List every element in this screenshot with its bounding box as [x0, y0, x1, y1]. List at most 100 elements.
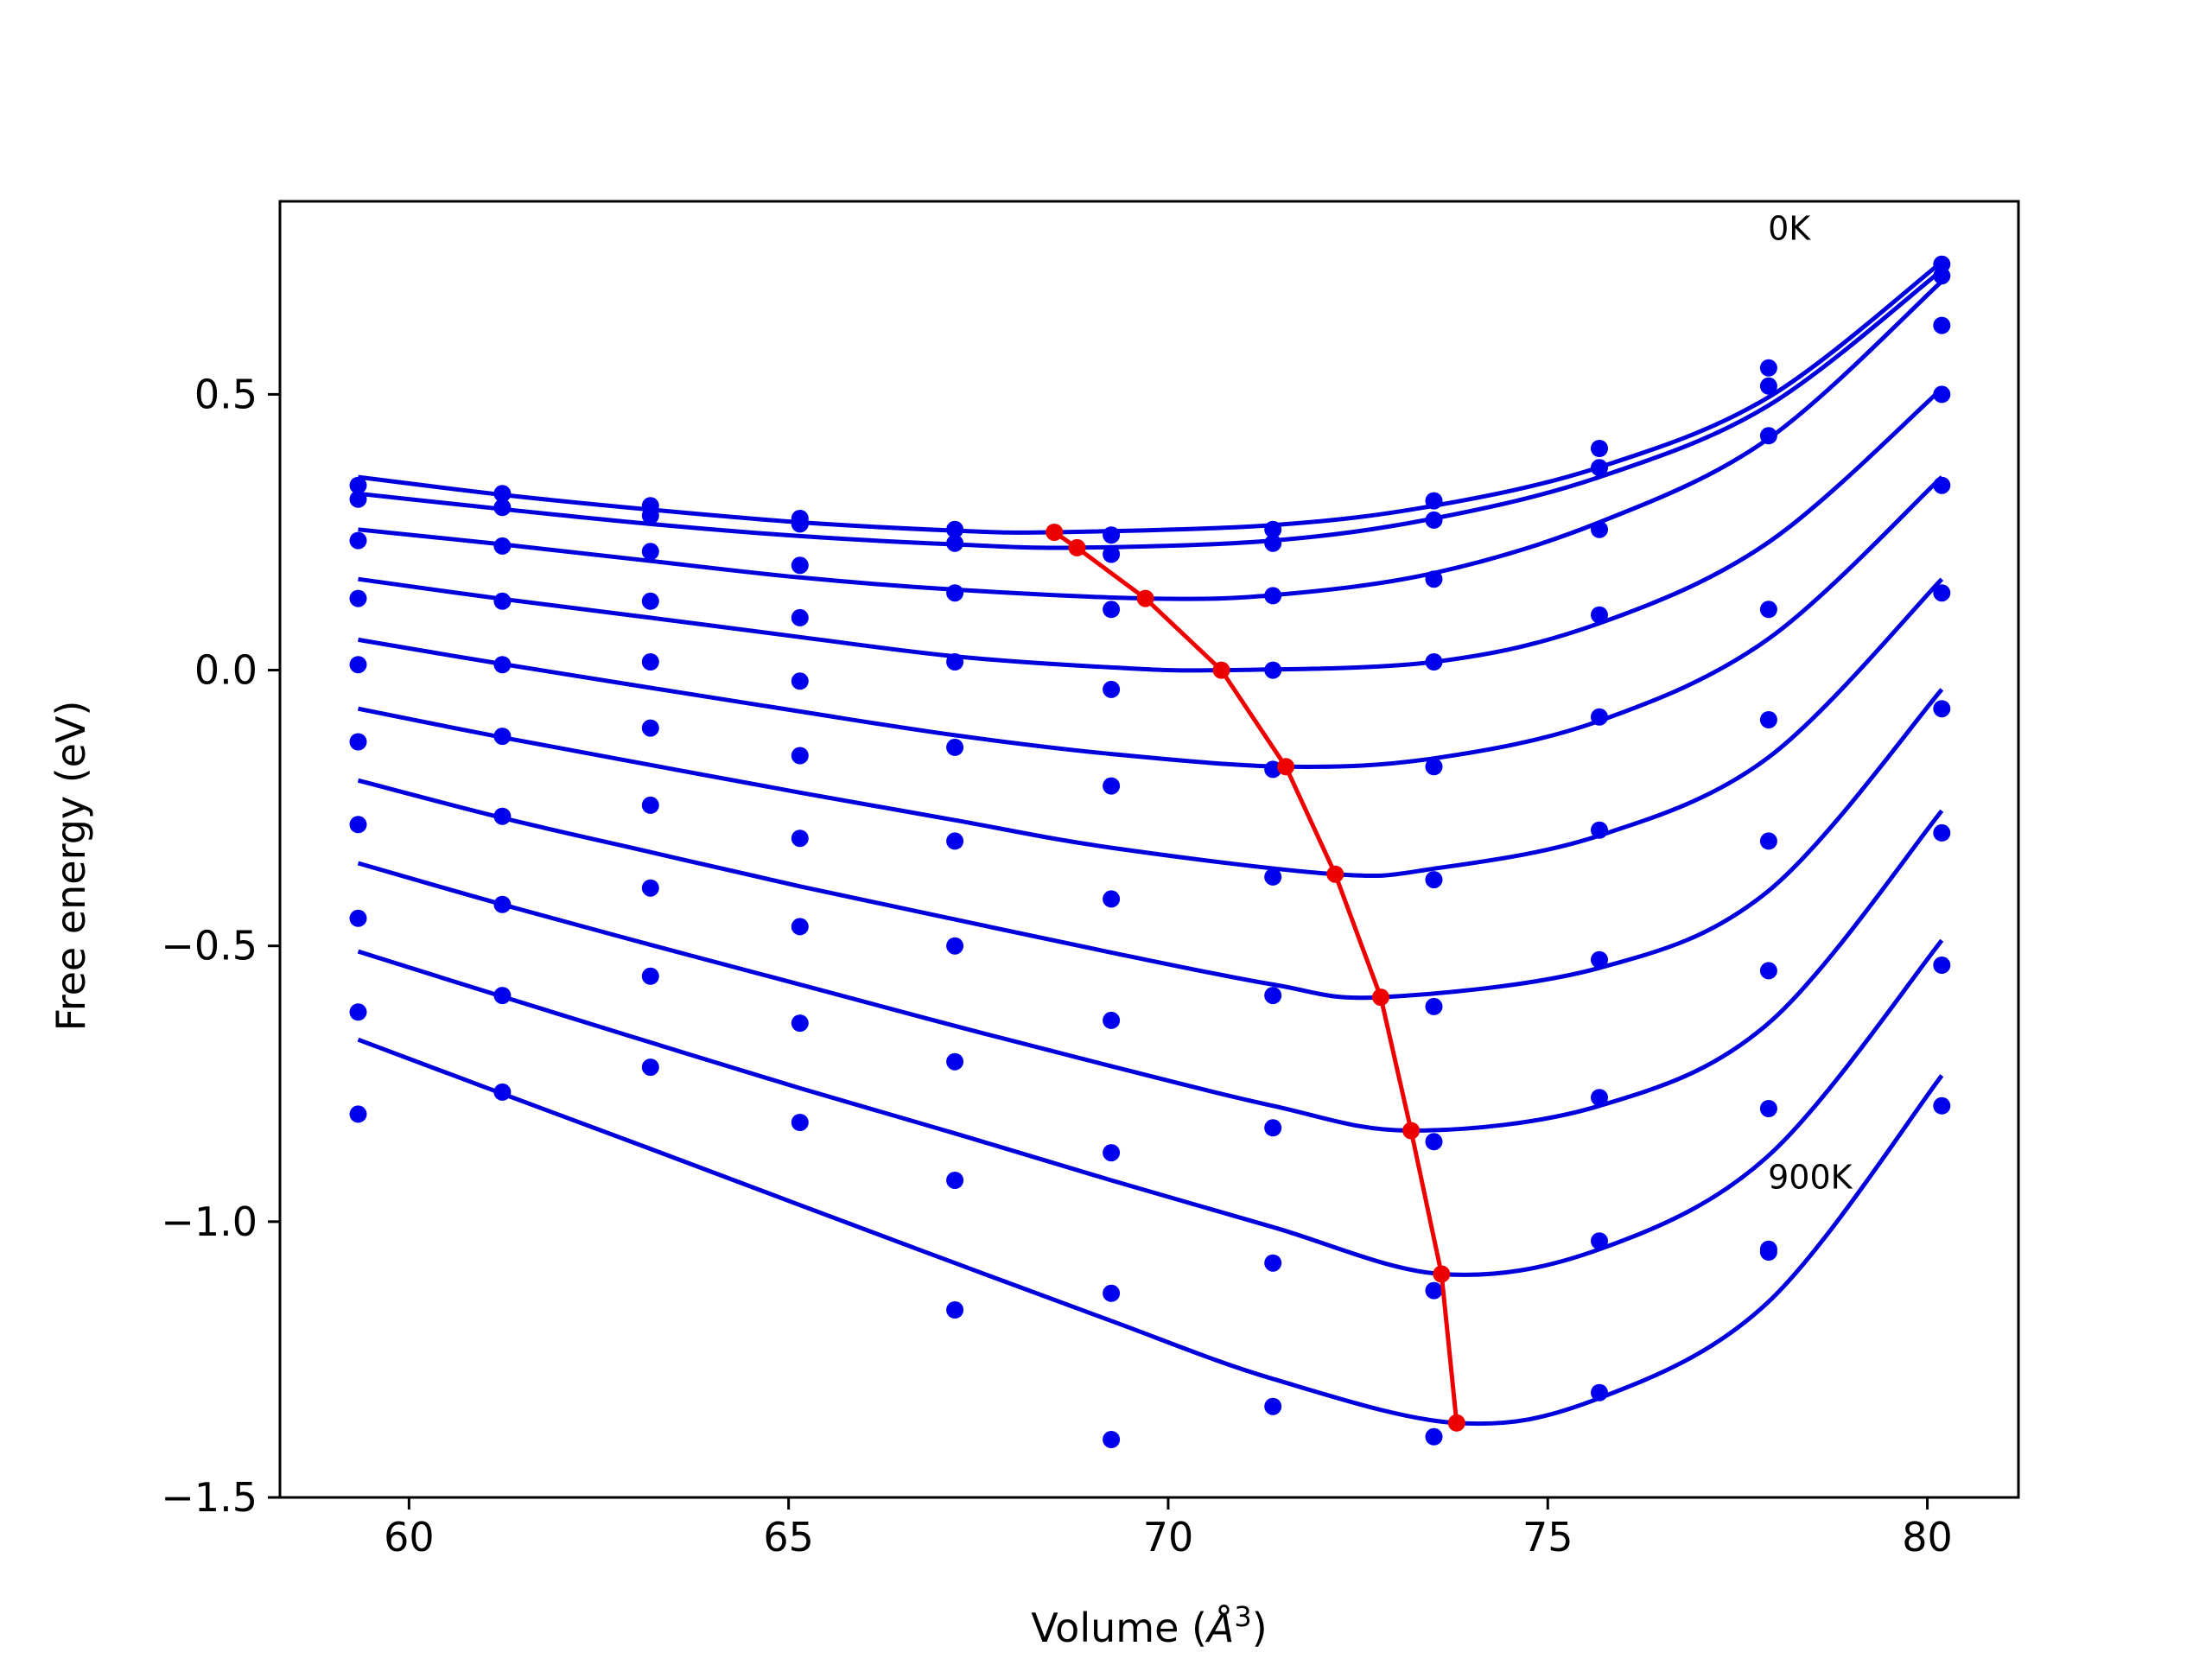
data-point-s7-0 — [349, 909, 367, 927]
data-point-s0-9 — [1759, 359, 1777, 377]
minimum-path-point-8 — [1433, 1265, 1451, 1283]
data-point-s2-1 — [493, 537, 512, 555]
data-point-s9-10 — [1933, 1096, 1951, 1115]
data-point-s2-5 — [1103, 601, 1121, 619]
data-point-s1-9 — [1759, 377, 1777, 395]
data-point-s8-1 — [493, 987, 512, 1005]
data-point-s8-5 — [1103, 1284, 1121, 1302]
data-point-s9-7 — [1425, 1427, 1443, 1446]
x-tick-label-0: 60 — [384, 1514, 435, 1560]
data-point-s0-7 — [1425, 492, 1443, 510]
data-point-s4-5 — [1103, 777, 1121, 795]
axes: 60 65 70 75 80 0.5 0.0 −0.5 −1.0 −1.5 — [161, 200, 2020, 1560]
data-point-s1-5 — [1103, 545, 1121, 563]
data-point-s2-0 — [349, 531, 367, 550]
plot-frame — [278, 200, 2020, 1499]
data-point-s1-1 — [493, 499, 512, 517]
data-point-s2-3 — [791, 556, 809, 575]
minimum-path-point-9 — [1447, 1414, 1465, 1432]
minimum-path-point-5 — [1326, 865, 1344, 883]
data-point-s0-8 — [1591, 440, 1608, 457]
y-axis-label: Free energy (eV) — [48, 701, 94, 1032]
data-point-s0-4 — [946, 520, 964, 538]
y-tick-label-3: −1.0 — [161, 1198, 257, 1245]
data-point-s2-2 — [641, 543, 659, 561]
data-point-s5-9 — [1759, 832, 1777, 850]
data-point-s4-3 — [791, 672, 809, 690]
data-point-s3-2 — [641, 592, 659, 610]
data-point-s8-3 — [791, 1014, 809, 1033]
data-point-s0-1 — [493, 485, 512, 503]
data-point-s2-6 — [1264, 587, 1282, 605]
data-point-s5-1 — [493, 728, 512, 746]
minimum-path-line — [1052, 530, 1459, 1424]
x-tick-label-2: 70 — [1143, 1514, 1194, 1560]
fit-curve-9 — [357, 1037, 1944, 1427]
data-point-s3-4 — [946, 653, 964, 671]
y-tick-label-0: 0.5 — [194, 371, 257, 417]
fit-curve-7 — [357, 809, 1944, 1134]
data-point-s1-6 — [1264, 534, 1282, 552]
data-point-s7-5 — [1103, 1144, 1121, 1162]
data-point-s8-10 — [1933, 957, 1951, 974]
data-point-s7-3 — [791, 918, 809, 936]
minimum-path-point-4 — [1277, 758, 1295, 776]
minimum-path-point-6 — [1372, 988, 1389, 1007]
data-point-s7-9 — [1759, 1100, 1777, 1117]
data-point-s4-1 — [493, 656, 512, 674]
data-point-s6-4 — [946, 937, 964, 955]
data-point-s1-4 — [946, 534, 964, 552]
plot-content: 0K 900K — [349, 210, 1951, 1448]
annotation-label-0: 0K — [1768, 210, 1811, 248]
data-point-s7-7 — [1425, 1133, 1443, 1151]
data-point-s6-6 — [1264, 987, 1282, 1005]
data-point-s6-8 — [1591, 950, 1608, 969]
data-point-s9-1 — [493, 1083, 512, 1101]
fit-curve-0 — [358, 260, 1943, 535]
fit-curve-3 — [358, 387, 1943, 673]
data-point-s1-0 — [349, 490, 367, 508]
data-point-s5-8 — [1591, 821, 1608, 839]
data-point-s1-8 — [1591, 459, 1608, 477]
data-point-s5-0 — [349, 733, 367, 751]
data-point-s4-9 — [1759, 711, 1777, 728]
data-point-s5-7 — [1425, 871, 1443, 889]
data-point-s7-4 — [946, 1052, 964, 1071]
data-point-s8-8 — [1591, 1232, 1608, 1250]
data-point-s9-9 — [1759, 1240, 1777, 1258]
data-point-s9-0 — [349, 1105, 367, 1123]
data-point-s2-8 — [1591, 520, 1608, 538]
data-point-s2-4 — [946, 584, 964, 602]
data-point-s9-3 — [791, 1114, 809, 1131]
data-point-s5-2 — [641, 719, 659, 737]
data-point-s6-1 — [493, 807, 512, 825]
fit-curve-5 — [358, 577, 1944, 879]
data-point-s8-7 — [1425, 1281, 1443, 1300]
data-point-s1-7 — [1425, 511, 1443, 529]
x-tick-label-4: 80 — [1902, 1514, 1953, 1560]
x-tick-label-3: 75 — [1522, 1514, 1573, 1560]
data-point-s3-0 — [349, 589, 367, 607]
data-point-s3-8 — [1591, 606, 1608, 624]
fit-curve-2 — [358, 279, 1943, 601]
data-point-s4-8 — [1591, 708, 1608, 726]
x-axis-label: Volume (Å3) — [1031, 1600, 1267, 1651]
data-point-s8-2 — [641, 967, 659, 985]
data-point-s6-10 — [1933, 700, 1951, 718]
data-point-s8-4 — [946, 1172, 964, 1189]
data-point-s6-5 — [1103, 1011, 1121, 1029]
data-point-s6-7 — [1425, 997, 1443, 1015]
data-point-s5-3 — [791, 747, 809, 765]
data-point-s3-9 — [1759, 601, 1777, 619]
data-point-s7-6 — [1264, 1119, 1282, 1137]
data-point-s7-10 — [1933, 823, 1951, 842]
data-point-s5-5 — [1103, 890, 1121, 908]
minimum-path-point-0 — [1046, 524, 1064, 541]
data-point-s6-3 — [791, 830, 809, 848]
data-point-s8-6 — [1264, 1254, 1282, 1272]
y-tick-label-2: −0.5 — [161, 923, 257, 969]
data-point-s3-10 — [1933, 385, 1951, 404]
fit-curve-4 — [358, 475, 1944, 769]
